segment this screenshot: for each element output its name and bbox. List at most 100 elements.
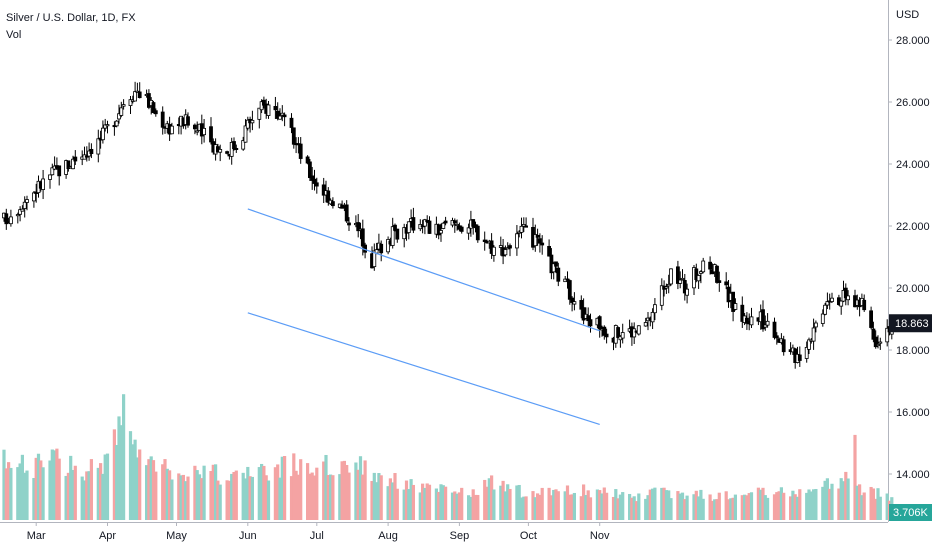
- candle-body: [471, 219, 476, 227]
- candle-body: [565, 278, 570, 281]
- volume-bar: [71, 469, 75, 520]
- volume-bar: [184, 481, 188, 520]
- volume-bar: [584, 494, 588, 520]
- volume-bar: [427, 484, 432, 520]
- volume-bar: [306, 463, 310, 520]
- volume-bar: [439, 484, 443, 520]
- candle-body: [873, 336, 878, 348]
- volume-bar: [699, 489, 703, 520]
- candle-body: [103, 124, 108, 129]
- volume-bar: [179, 475, 183, 520]
- candle-body: [797, 354, 802, 361]
- candle-body: [878, 341, 883, 344]
- candle-body: [733, 303, 738, 310]
- volume-bar: [582, 484, 586, 520]
- volume-bar: [404, 480, 409, 520]
- volume-bar: [69, 455, 73, 520]
- volume-bar: [421, 483, 425, 520]
- volume-bar: [407, 489, 411, 520]
- candle-body: [128, 99, 133, 106]
- volume-indicator-label[interactable]: Vol: [6, 29, 22, 41]
- candle-body: [57, 165, 62, 177]
- volume-bar: [644, 498, 648, 520]
- volume-bar: [32, 477, 36, 520]
- volume-bar: [89, 459, 93, 520]
- volume-bar: [807, 489, 811, 520]
- candle-body: [137, 91, 142, 99]
- candle-body: [666, 283, 671, 287]
- volume-bar: [455, 493, 459, 520]
- volume-bar: [87, 471, 91, 520]
- volume-bar: [805, 492, 809, 520]
- volume-bar: [825, 478, 829, 520]
- volume-bar: [680, 492, 685, 520]
- candle-body: [524, 225, 528, 228]
- volume-bar: [324, 454, 328, 520]
- candle-body: [740, 304, 745, 322]
- volume-bar: [227, 480, 231, 520]
- volume-bar: [444, 486, 448, 520]
- volume-bar: [232, 471, 236, 520]
- volume-bar: [57, 458, 61, 520]
- volume-bar: [388, 478, 392, 520]
- volume-bar: [273, 467, 277, 520]
- volume-bar: [729, 498, 733, 520]
- volume-bar: [701, 498, 705, 520]
- candle-body: [232, 141, 236, 150]
- volume-bar: [423, 487, 427, 520]
- volume-bar: [549, 495, 553, 520]
- volume-bar: [749, 492, 754, 520]
- volume-bar: [563, 491, 567, 520]
- volume-bar: [115, 444, 119, 520]
- volume-bar: [621, 492, 625, 520]
- candle-body: [374, 249, 379, 254]
- candle-body: [731, 291, 735, 312]
- candle-body: [862, 299, 867, 311]
- volume-bar: [147, 459, 151, 520]
- volume-bar: [572, 492, 576, 520]
- volume-value: 3.706K: [893, 507, 929, 519]
- candle-body: [326, 190, 331, 203]
- volume-bar: [370, 480, 374, 520]
- candle-body: [586, 315, 591, 322]
- volume-bar: [135, 457, 139, 520]
- candle-body: [551, 263, 556, 273]
- volume-bar: [354, 462, 358, 520]
- volume-bar: [501, 480, 505, 520]
- volume-bar: [565, 485, 570, 520]
- candle-body: [278, 115, 282, 120]
- volume-bar: [250, 476, 254, 520]
- last-price-badge: [889, 314, 932, 333]
- candle-body: [699, 271, 703, 274]
- candle-body: [620, 332, 625, 339]
- volume-bar: [763, 495, 767, 520]
- volume-bar: [266, 480, 271, 520]
- candle-body: [379, 243, 384, 254]
- symbol-title[interactable]: Silver / U.S. Dollar, 1D, FX: [6, 12, 136, 24]
- candle-body: [694, 268, 699, 280]
- volume-bar: [536, 493, 540, 520]
- candle-body: [491, 246, 496, 256]
- volume-bar: [653, 487, 657, 520]
- volume-bar: [862, 492, 866, 520]
- volume-bar: [793, 494, 797, 520]
- price-tick-label: 22.000: [896, 221, 930, 233]
- candle-body: [781, 339, 786, 353]
- candle-body: [804, 346, 809, 359]
- volume-bar: [209, 471, 213, 520]
- volume-bar: [660, 487, 664, 520]
- volume-bar: [234, 470, 238, 520]
- candle-body: [664, 286, 669, 289]
- candle-body: [708, 261, 712, 270]
- volume-bar: [839, 478, 843, 520]
- candle-body: [330, 201, 335, 207]
- volume-value-badge: [889, 504, 932, 521]
- candle-body: [556, 267, 561, 282]
- volume-bar: [777, 491, 781, 520]
- candle-body: [650, 311, 655, 323]
- volume-bar: [149, 456, 153, 520]
- candle-body: [273, 106, 278, 111]
- candle-body: [151, 102, 156, 114]
- volume-bar: [246, 466, 250, 520]
